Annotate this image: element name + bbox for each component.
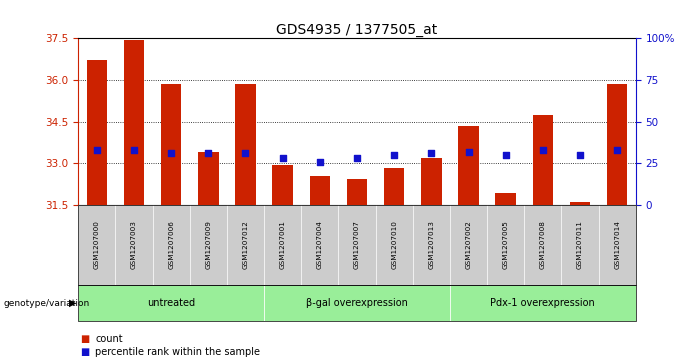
Bar [198, 152, 218, 205]
Text: GSM1207001: GSM1207001 [279, 221, 286, 269]
Text: count: count [95, 334, 123, 344]
Text: Pdx-1 overexpression: Pdx-1 overexpression [490, 298, 595, 308]
Point [389, 152, 400, 158]
Point [91, 147, 102, 153]
Bar [496, 193, 516, 205]
Point [166, 150, 177, 156]
Text: GSM1207004: GSM1207004 [317, 221, 323, 269]
Text: percentile rank within the sample: percentile rank within the sample [95, 347, 260, 357]
Bar [532, 115, 553, 205]
Bar [86, 60, 107, 205]
Point [426, 150, 437, 156]
Text: GSM1207012: GSM1207012 [243, 221, 248, 269]
Bar [607, 84, 628, 205]
Text: β-gal overexpression: β-gal overexpression [306, 298, 408, 308]
Title: GDS4935 / 1377505_at: GDS4935 / 1377505_at [276, 23, 438, 37]
Bar [309, 176, 330, 205]
Point [129, 147, 139, 153]
Text: GSM1207007: GSM1207007 [354, 221, 360, 269]
Text: GSM1207010: GSM1207010 [391, 221, 397, 269]
Text: GSM1207006: GSM1207006 [168, 221, 174, 269]
Bar [161, 84, 182, 205]
Bar [124, 40, 144, 205]
Text: GSM1207009: GSM1207009 [205, 221, 211, 269]
Point [500, 152, 511, 158]
Bar [347, 179, 367, 205]
Point [240, 150, 251, 156]
Bar [570, 202, 590, 205]
Point [612, 147, 623, 153]
Bar [273, 165, 293, 205]
Bar [384, 167, 405, 205]
Text: GSM1207008: GSM1207008 [540, 221, 546, 269]
Text: GSM1207003: GSM1207003 [131, 221, 137, 269]
Point [277, 155, 288, 161]
Text: ■: ■ [80, 334, 90, 344]
Bar [235, 84, 256, 205]
Text: GSM1207005: GSM1207005 [503, 221, 509, 269]
Point [537, 147, 548, 153]
Point [203, 150, 214, 156]
Text: untreated: untreated [147, 298, 195, 308]
Text: GSM1207002: GSM1207002 [466, 221, 471, 269]
Point [314, 159, 325, 164]
Text: GSM1207011: GSM1207011 [577, 221, 583, 269]
Text: GSM1207000: GSM1207000 [94, 221, 100, 269]
Point [575, 152, 585, 158]
Point [463, 149, 474, 155]
Text: ■: ■ [80, 347, 90, 357]
Bar [421, 158, 441, 205]
Text: GSM1207014: GSM1207014 [614, 221, 620, 269]
Text: GSM1207013: GSM1207013 [428, 221, 435, 269]
Point [352, 155, 362, 161]
Text: genotype/variation: genotype/variation [3, 299, 90, 307]
Bar [458, 126, 479, 205]
Text: ▶: ▶ [69, 298, 77, 308]
